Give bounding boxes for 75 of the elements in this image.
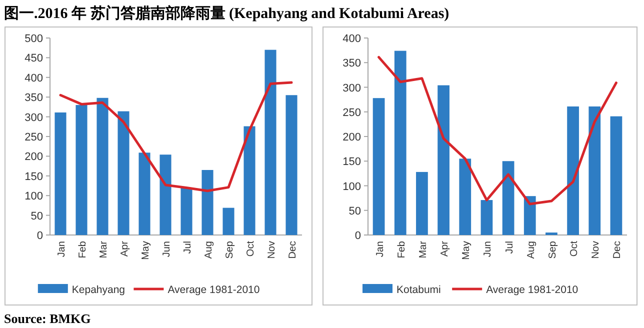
bar	[286, 95, 298, 235]
x-tick-label: Feb	[78, 240, 88, 258]
x-tick-label: Jan	[56, 241, 68, 258]
bar	[180, 188, 192, 235]
bar	[96, 98, 108, 235]
y-tick-label: 100	[342, 180, 361, 193]
y-tick-label: 200	[342, 132, 361, 144]
y-tick-label: 150	[24, 170, 43, 183]
x-tick-label: Feb	[396, 240, 408, 258]
bar	[264, 50, 276, 235]
bar	[118, 111, 130, 235]
x-tick-label: Aug	[526, 241, 537, 259]
line-series	[378, 56, 618, 206]
legend-label: Average 1981-2010	[168, 284, 260, 296]
y-tick-label: 250	[342, 106, 361, 119]
line-series	[59, 81, 293, 192]
x-tick-label: Aug	[204, 241, 214, 259]
legend-label: Kotabumi	[396, 284, 441, 296]
bar	[610, 116, 622, 235]
y-tick-label: 100	[24, 190, 43, 203]
y-tick-label: 300	[342, 82, 361, 94]
y-tick-label: 350	[24, 92, 43, 104]
x-tick-label: Mar	[418, 240, 429, 258]
y-tick-label: 200	[24, 151, 43, 164]
x-tick-label: Oct	[569, 240, 580, 257]
bar	[222, 208, 234, 235]
x-tick-label: Sep	[547, 240, 558, 259]
bar	[502, 161, 514, 235]
bar	[588, 106, 601, 235]
y-tick-label: 450	[24, 52, 43, 65]
y-tick-label: 250	[24, 132, 43, 144]
legend-label: Average 1981-2010	[486, 284, 578, 296]
x-tick-label: Nov	[266, 241, 278, 259]
bar	[76, 104, 88, 235]
x-tick-label: Dec	[288, 241, 298, 259]
x-tick-label: Dec	[612, 241, 624, 259]
legend-label: Kepahyang	[72, 284, 126, 296]
bar	[138, 152, 150, 235]
x-tick-label: Jan	[374, 241, 386, 258]
y-tick-label: 350	[342, 58, 361, 70]
bar	[372, 98, 385, 235]
y-tick-label: 150	[342, 156, 361, 168]
y-tick-label: 400	[24, 72, 43, 84]
bar	[438, 85, 450, 235]
x-tick-label: Nov	[590, 241, 602, 259]
bar	[160, 154, 172, 235]
y-tick-label: 0	[354, 230, 361, 242]
x-tick-label: Sep	[224, 240, 236, 259]
bar	[524, 196, 536, 235]
y-tick-label: 300	[24, 112, 43, 124]
bar	[416, 172, 428, 235]
bar	[567, 106, 579, 235]
x-tick-label: May	[140, 241, 152, 260]
x-tick-label: Jul	[182, 241, 194, 254]
x-tick-label: Apr	[120, 240, 130, 257]
x-tick-label: Apr	[440, 240, 451, 257]
y-tick-label: 50	[348, 205, 361, 218]
title: 图一.2016 年 苏门答腊南部降雨量 (Kepahyang and Kotabumi Areas)	[4, 6, 450, 22]
x-tick-label: Jun	[482, 241, 494, 258]
x-tick-label: May	[461, 241, 472, 260]
bar	[244, 126, 256, 235]
x-tick-label: Jun	[162, 241, 172, 258]
bar	[459, 158, 472, 235]
x-tick-label: Oct	[246, 240, 256, 257]
y-tick-label: 500	[24, 33, 43, 45]
bar	[54, 112, 66, 235]
bar	[202, 170, 214, 235]
bar	[480, 200, 493, 235]
x-tick-label: Jul	[504, 241, 516, 254]
y-tick-label: 400	[342, 33, 361, 45]
y-tick-label: 0	[36, 230, 43, 242]
bar	[394, 50, 406, 235]
x-tick-label: Mar	[98, 240, 110, 258]
y-tick-label: 50	[30, 210, 43, 222]
source-note: Source: BMKG	[4, 311, 91, 326]
